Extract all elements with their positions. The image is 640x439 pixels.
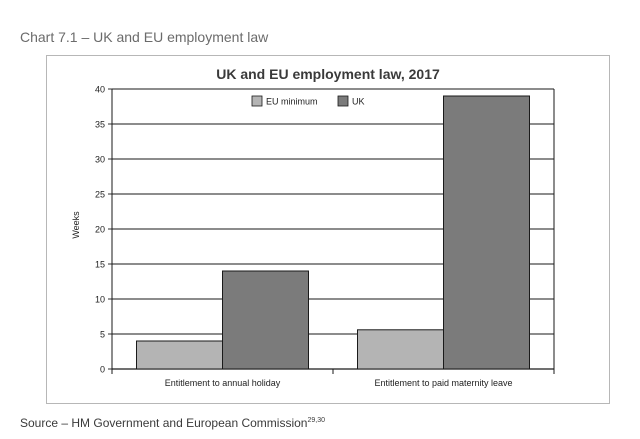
chart-frame: UK and EU employment law, 2017 0 5 10 15 20 2… (46, 55, 610, 404)
bar-chart: 0 5 10 15 20 25 30 35 40 Entitlement to annual ho… (71, 85, 555, 388)
y-tick-label: 25 (95, 190, 105, 200)
chart-caption: Chart 7.1 – UK and EU employment law (20, 29, 269, 45)
legend-label-eu-minimum: EU minimum (266, 97, 318, 107)
y-tick-label: 35 (95, 120, 105, 130)
y-tick-label: 20 (95, 225, 105, 235)
source-footnote-refs: 29,30 (307, 417, 325, 424)
legend-swatch-eu-minimum (251, 95, 263, 107)
x-tick-label: Entitlement to paid maternity leave (374, 378, 512, 388)
y-tick-label: 40 (95, 85, 105, 95)
y-tick-label: 30 (95, 155, 105, 165)
y-tick-label: 10 (95, 295, 105, 305)
source-note: Source – HM Government and European Comm… (20, 416, 325, 430)
x-tick-label: Entitlement to annual holiday (165, 378, 281, 388)
bar-eu-minimum (136, 340, 223, 370)
y-tick-label: 5 (100, 330, 105, 340)
legend-swatch-uk (337, 95, 349, 107)
chart-title: UK and EU employment law, 2017 (216, 66, 440, 82)
bar-uk (222, 270, 309, 370)
bar-eu-minimum (357, 329, 444, 370)
bar-uk (443, 95, 530, 370)
y-tick-label: 0 (100, 365, 105, 375)
y-axis-label: Weeks (71, 211, 81, 239)
legend-label-uk: UK (352, 97, 365, 107)
y-tick-label: 15 (95, 260, 105, 270)
source-text: Source – HM Government and European Comm… (20, 416, 308, 430)
